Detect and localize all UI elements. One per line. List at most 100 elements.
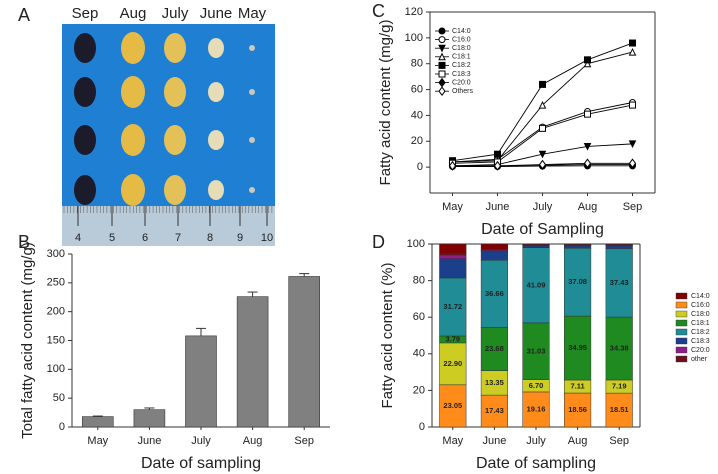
seed bbox=[121, 174, 145, 206]
seed bbox=[208, 38, 224, 58]
marker bbox=[448, 161, 457, 171]
marker bbox=[538, 100, 547, 109]
marker bbox=[438, 77, 446, 88]
x-axis-label: Date of sampling bbox=[476, 455, 596, 472]
legend-label: C16:0 bbox=[452, 36, 471, 43]
y-tick-label: 120 bbox=[405, 6, 423, 18]
x-axis-label: Date of Sampling bbox=[481, 221, 604, 238]
bar-segment bbox=[564, 247, 592, 317]
bar-segment bbox=[480, 260, 508, 328]
bar-segment bbox=[480, 370, 508, 396]
legend-label: C18:1 bbox=[452, 54, 471, 61]
bar-segment bbox=[564, 245, 592, 249]
data-label: 37.08 bbox=[568, 277, 587, 286]
legend-label: C18:1 bbox=[691, 320, 710, 327]
legend-label: C14:0 bbox=[691, 293, 710, 300]
y-tick-label: 150 bbox=[47, 334, 65, 346]
data-label: 31.03 bbox=[527, 346, 546, 355]
legend-label: C18:0 bbox=[452, 45, 471, 52]
panel-label: D bbox=[372, 232, 385, 252]
legend-label: C20:0 bbox=[452, 79, 471, 86]
y-tick-label: 20 bbox=[413, 384, 425, 396]
bar-segment bbox=[439, 384, 467, 428]
legend-label: C18:2 bbox=[691, 329, 710, 336]
data-label: 17.43 bbox=[485, 406, 504, 415]
legend-label: Others bbox=[452, 88, 474, 95]
marker bbox=[628, 158, 637, 169]
bar-segment bbox=[439, 258, 467, 279]
seed bbox=[249, 45, 255, 51]
column-label: June bbox=[200, 5, 233, 22]
x-tick-label: June bbox=[486, 201, 510, 213]
marker bbox=[583, 59, 592, 68]
bar-segment bbox=[439, 342, 467, 386]
data-label: 34.95 bbox=[568, 343, 587, 352]
marker bbox=[584, 56, 591, 64]
y-axis-label: Fatty acid content (%) bbox=[379, 263, 396, 409]
data-label: 23.05 bbox=[443, 401, 462, 410]
y-tick-label: 100 bbox=[47, 363, 65, 375]
y-tick-label: 0 bbox=[419, 421, 425, 433]
marker bbox=[539, 80, 546, 88]
column-label: May bbox=[238, 5, 267, 22]
ruler-number: 8 bbox=[207, 232, 213, 244]
bar bbox=[185, 335, 217, 428]
marker bbox=[583, 142, 592, 151]
seed bbox=[74, 33, 96, 63]
seed bbox=[74, 77, 96, 107]
data-label: 37.43 bbox=[610, 278, 629, 287]
column-label: July bbox=[162, 5, 189, 22]
bar-segment bbox=[564, 315, 592, 381]
marker bbox=[494, 150, 501, 158]
legend-swatch bbox=[675, 292, 688, 300]
bar bbox=[82, 416, 114, 428]
bar-segment bbox=[439, 277, 467, 337]
x-axis-label: Date of sampling bbox=[141, 455, 261, 472]
seed bbox=[164, 175, 186, 205]
legend-swatch bbox=[675, 337, 688, 345]
seed bbox=[208, 180, 224, 200]
bar-segment bbox=[522, 322, 550, 380]
marker bbox=[539, 124, 546, 132]
data-label: 6.70 bbox=[529, 381, 544, 390]
x-tick-label: Sep bbox=[623, 201, 643, 213]
x-tick-label: Aug bbox=[243, 435, 263, 447]
y-tick-label: 0 bbox=[59, 421, 65, 433]
marker bbox=[438, 36, 446, 44]
bar-segment bbox=[605, 392, 633, 428]
bar-segment bbox=[564, 392, 592, 428]
column-label: Aug bbox=[120, 5, 147, 22]
legend-swatch bbox=[675, 328, 688, 336]
marker bbox=[628, 47, 637, 56]
seed bbox=[164, 33, 186, 63]
marker bbox=[438, 61, 446, 69]
y-axis-label: Total fatty acid content (mg/g) bbox=[19, 242, 36, 439]
y-tick-label: 100 bbox=[407, 238, 425, 250]
bar-segment bbox=[480, 394, 508, 428]
x-tick-label: Aug bbox=[578, 201, 598, 213]
x-tick-label: Aug bbox=[568, 435, 588, 447]
ruler-number: 9 bbox=[237, 232, 243, 244]
column-label: Sep bbox=[72, 5, 99, 22]
seed bbox=[164, 125, 186, 155]
data-label: 19.16 bbox=[527, 404, 546, 413]
marker bbox=[629, 101, 636, 109]
x-tick-label: Sep bbox=[609, 435, 629, 447]
bar-segment bbox=[522, 245, 550, 248]
marker bbox=[583, 158, 592, 169]
y-axis-label: Fatty acid content (mg/g) bbox=[377, 20, 394, 186]
seed bbox=[208, 130, 224, 150]
y-tick-label: 60 bbox=[411, 83, 423, 95]
ruler-number: 6 bbox=[142, 232, 148, 244]
bar-segment bbox=[605, 243, 633, 246]
marker bbox=[438, 70, 446, 78]
seed bbox=[249, 137, 255, 143]
y-tick-label: 80 bbox=[411, 58, 423, 70]
y-tick-label: 40 bbox=[413, 348, 425, 360]
legend-swatch bbox=[675, 301, 688, 309]
marker bbox=[629, 39, 636, 47]
bar-segment bbox=[605, 245, 633, 249]
seed bbox=[121, 32, 145, 64]
x-tick-label: Sep bbox=[294, 435, 314, 447]
